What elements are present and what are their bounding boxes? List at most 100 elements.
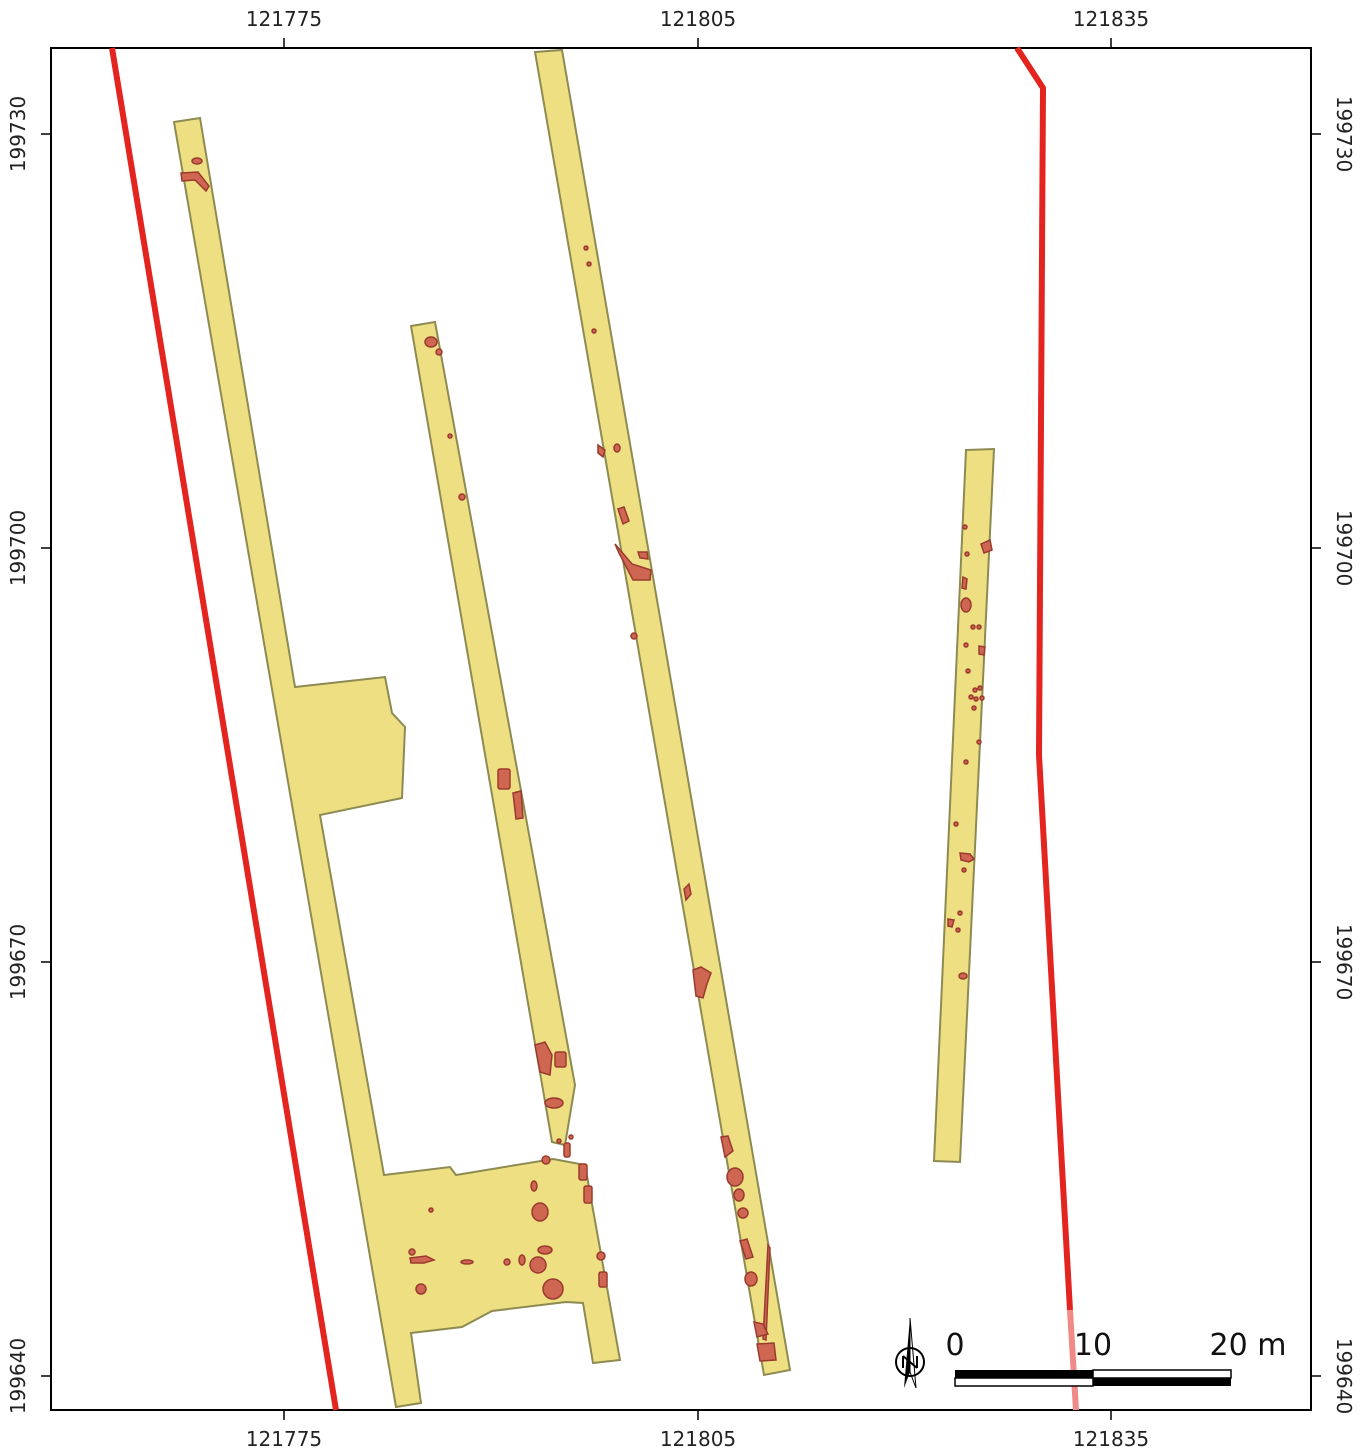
x-tick-label: 121805 bbox=[660, 1427, 736, 1451]
feature bbox=[955, 927, 961, 933]
y-tick-label: 199700 bbox=[1332, 510, 1356, 586]
feature bbox=[970, 624, 976, 630]
y-tick-label: 199640 bbox=[1332, 1338, 1356, 1414]
feature bbox=[744, 1271, 758, 1287]
feature bbox=[978, 645, 986, 656]
feature bbox=[968, 694, 974, 700]
feature bbox=[959, 852, 976, 863]
feature bbox=[961, 575, 968, 590]
feature bbox=[408, 1248, 416, 1256]
feature bbox=[424, 336, 438, 348]
boundary-line-east bbox=[1014, 46, 1073, 1311]
scale-bar: 0 10 20 m bbox=[945, 1328, 1287, 1387]
feature bbox=[613, 443, 621, 453]
feature bbox=[497, 768, 511, 790]
feature bbox=[518, 1254, 526, 1266]
feature bbox=[973, 696, 979, 702]
feature bbox=[692, 966, 712, 999]
feature bbox=[953, 821, 959, 827]
feature bbox=[971, 705, 977, 711]
feature bbox=[530, 1180, 538, 1192]
feature bbox=[542, 1278, 564, 1300]
feature bbox=[541, 1155, 551, 1165]
y-tick-label: 199670 bbox=[1332, 924, 1356, 1000]
scale-segment-4 bbox=[1093, 1378, 1231, 1386]
feature bbox=[447, 433, 453, 439]
y-tick-label: 199640 bbox=[6, 1338, 30, 1414]
feature bbox=[458, 493, 466, 501]
boundary-line-east-faded bbox=[1067, 1309, 1079, 1411]
feature bbox=[976, 624, 982, 630]
feature bbox=[596, 1251, 606, 1261]
feature bbox=[739, 1238, 754, 1260]
scale-label-0: 0 bbox=[945, 1328, 964, 1363]
trench-1 bbox=[172, 116, 622, 1409]
y-tick-label: 199670 bbox=[6, 924, 30, 1000]
x-tick-labels-top: 121775 121805 121835 bbox=[246, 7, 1149, 31]
feature bbox=[961, 867, 967, 873]
feature bbox=[964, 551, 970, 557]
x-tick-label: 121805 bbox=[660, 7, 736, 31]
feature bbox=[683, 882, 692, 902]
x-tick-label: 121835 bbox=[1073, 1427, 1149, 1451]
feature bbox=[537, 1245, 553, 1255]
feature bbox=[512, 790, 524, 820]
feature bbox=[980, 538, 993, 554]
feature bbox=[962, 524, 968, 530]
x-tick-labels-bottom: 121775 121805 121835 bbox=[246, 1427, 1149, 1451]
feature bbox=[947, 918, 955, 928]
feature bbox=[762, 1242, 771, 1342]
feature bbox=[753, 1321, 770, 1338]
trench-3 bbox=[533, 48, 792, 1377]
scale-segment-2 bbox=[1092, 1369, 1232, 1379]
scale-label-20: 20 m bbox=[1210, 1328, 1287, 1363]
feature bbox=[563, 1142, 571, 1158]
feature bbox=[531, 1202, 549, 1222]
feature bbox=[965, 668, 971, 674]
feature bbox=[503, 1258, 511, 1266]
feature bbox=[960, 597, 972, 613]
feature bbox=[591, 328, 597, 334]
scale-segment-1 bbox=[955, 1370, 1093, 1378]
y-tick-labels-right: 199730 199700 199670 199640 bbox=[1332, 96, 1356, 1414]
x-tick-label: 121775 bbox=[246, 7, 322, 31]
feature bbox=[598, 1271, 608, 1288]
y-tick-label: 199730 bbox=[1332, 96, 1356, 172]
feature bbox=[726, 1167, 744, 1187]
trench-2 bbox=[409, 320, 577, 1147]
feature bbox=[568, 1134, 574, 1140]
feature bbox=[554, 1051, 567, 1068]
feature bbox=[720, 1135, 734, 1159]
feature bbox=[586, 261, 592, 267]
boundary-line-west bbox=[109, 47, 339, 1411]
feature bbox=[957, 910, 963, 916]
feature bbox=[972, 687, 978, 693]
feature bbox=[617, 506, 630, 526]
feature bbox=[529, 1256, 547, 1274]
feature bbox=[977, 685, 983, 691]
feature bbox=[979, 695, 985, 701]
x-tick-label: 121775 bbox=[246, 1427, 322, 1451]
feature bbox=[409, 1255, 437, 1264]
feature bbox=[460, 1259, 474, 1265]
y-tick-label: 199700 bbox=[6, 510, 30, 586]
feature bbox=[733, 1188, 745, 1202]
feature bbox=[756, 1342, 777, 1362]
feature bbox=[737, 1207, 749, 1219]
axis-ticks bbox=[41, 38, 1321, 1420]
scale-segment-3 bbox=[954, 1377, 1094, 1387]
feature bbox=[556, 1138, 562, 1144]
y-tick-label: 199730 bbox=[6, 96, 30, 172]
feature bbox=[191, 157, 203, 165]
north-arrow-icon bbox=[895, 1317, 925, 1389]
scale-label-10: 10 bbox=[1074, 1328, 1112, 1363]
x-tick-label: 121835 bbox=[1073, 7, 1149, 31]
feature bbox=[630, 632, 638, 640]
feature bbox=[963, 759, 969, 765]
feature bbox=[428, 1207, 434, 1213]
feature bbox=[435, 348, 443, 356]
excavation-trenches bbox=[172, 48, 996, 1409]
feature bbox=[958, 972, 968, 980]
feature bbox=[415, 1283, 427, 1295]
